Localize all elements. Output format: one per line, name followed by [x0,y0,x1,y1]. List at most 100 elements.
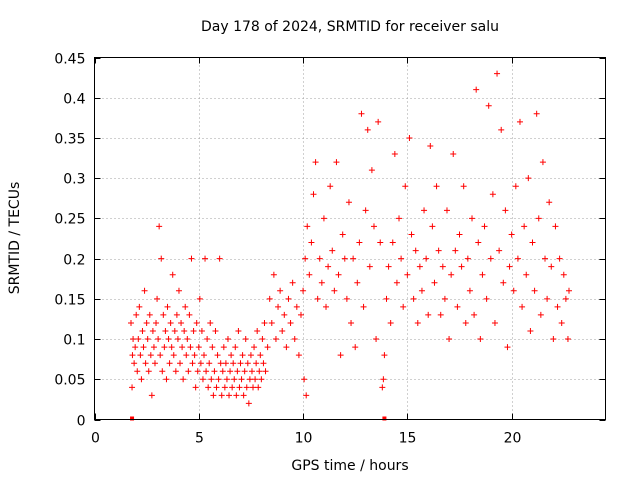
data-points [128,70,572,421]
data-point [264,344,271,351]
data-point [183,352,190,359]
data-point [487,255,494,262]
data-point [504,344,511,351]
data-point [519,303,526,310]
data-point [150,344,157,351]
y-tick-label: 0 [77,414,86,430]
data-point [456,231,463,238]
data-point [303,392,310,399]
data-point [214,352,221,359]
data-point [173,311,180,318]
data-point [320,215,327,222]
data-point [233,392,240,399]
data-point [548,263,555,270]
data-point [498,126,505,133]
data-point [331,287,338,294]
data-point [218,392,225,399]
data-point [197,360,204,367]
data-point [425,311,432,318]
data-point [362,207,369,214]
data-point [439,263,446,270]
data-point [460,183,467,190]
data-point [435,247,442,254]
data-point [402,183,409,190]
data-point [247,352,254,359]
data-point [252,376,259,383]
data-point [242,336,249,343]
data-point [136,303,143,310]
data-point [335,271,342,278]
data-point [236,384,243,391]
data-point [448,271,455,278]
data-point [145,368,152,375]
data-point [212,328,219,335]
data-point [157,352,164,359]
y-tick-label: 0.35 [54,132,85,148]
data-point [219,368,226,375]
data-point [412,247,419,254]
data-point [147,352,154,359]
data-point [314,295,321,302]
data-point [393,279,400,286]
data-point [364,126,371,133]
data-point [187,344,194,351]
data-point [243,384,250,391]
data-point [310,191,317,198]
data-point [129,384,136,391]
y-tick-label: 0.2 [63,253,85,269]
data-point [191,352,198,359]
x-tick-label: 0 [91,431,100,447]
data-point [203,368,210,375]
data-point [138,376,145,383]
data-point [348,319,355,326]
data-point [446,336,453,343]
data-point [381,352,388,359]
y-tick-label: 0.4 [63,92,85,108]
data-point [255,384,262,391]
data-point [508,231,515,238]
data-point [318,279,325,286]
plot-frame [94,57,606,420]
data-point [477,336,484,343]
data-point [500,279,507,286]
data-point [230,360,237,367]
data-point [162,328,169,335]
data-point [360,303,367,310]
data-point [221,384,228,391]
data-point [308,239,315,246]
data-point [270,271,277,278]
data-point [535,215,542,222]
data-point [185,368,192,375]
data-point [566,287,572,294]
data-point [262,368,269,375]
y-axis-label: SRMTID / TECUs [7,182,23,295]
data-point [383,295,390,302]
data-point [452,247,459,254]
data-point [155,336,162,343]
data-point [128,319,134,326]
data-point [193,319,200,326]
data-point [537,311,544,318]
data-point [143,319,150,326]
data-point [301,376,308,383]
data-point [389,239,396,246]
baseline-marker [382,416,387,421]
data-point [337,352,344,359]
data-point [458,263,465,270]
data-point [441,295,448,302]
x-tick-labels: 0 5 10 15 20 [91,431,521,447]
data-point [237,360,244,367]
data-point [140,344,147,351]
data-point [211,368,218,375]
data-point [531,287,538,294]
data-point [258,376,265,383]
data-point [169,271,176,278]
data-point [539,159,546,166]
data-point [350,255,357,262]
data-point [130,336,137,343]
data-point [192,384,199,391]
data-point [146,311,153,318]
data-point [251,344,258,351]
data-point [226,392,233,399]
data-point [246,376,253,383]
